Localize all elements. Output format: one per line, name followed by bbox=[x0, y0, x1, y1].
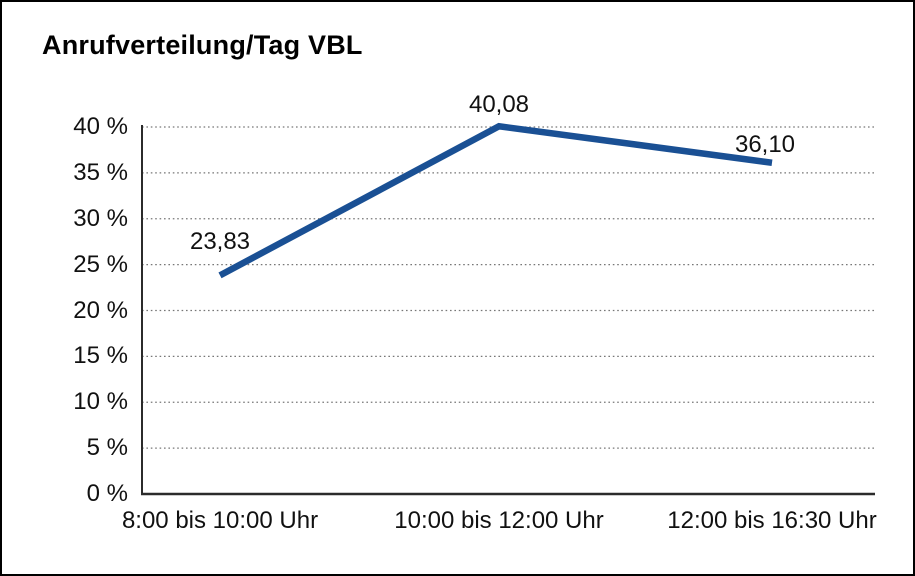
y-tick-label: 35 % bbox=[73, 158, 128, 186]
y-tick-label: 20 % bbox=[73, 296, 128, 324]
chart-title: Anrufverteilung/Tag VBL bbox=[42, 30, 363, 60]
x-category-label: 8:00 bis 10:00 Uhr bbox=[121, 507, 319, 534]
data-point-label: 36,10 bbox=[734, 130, 796, 158]
data-series-line bbox=[218, 122, 773, 279]
y-tick-label: 5 % bbox=[86, 434, 128, 462]
y-tick-label: 40 % bbox=[73, 113, 128, 140]
y-tick-label: 0 % bbox=[86, 480, 128, 507]
x-category-label: 10:00 bis 12:00 Uhr bbox=[394, 507, 604, 534]
data-point-label: 40,08 bbox=[468, 91, 530, 119]
x-category-label: 12:00 bis 16:30 Uhr bbox=[667, 507, 877, 534]
data-point-label: 23,83 bbox=[189, 228, 251, 256]
y-tick-label: 30 % bbox=[73, 204, 128, 232]
y-tick-label: 10 % bbox=[73, 388, 128, 416]
y-tick-label: 15 % bbox=[73, 342, 128, 370]
y-tick-label: 25 % bbox=[73, 250, 128, 278]
